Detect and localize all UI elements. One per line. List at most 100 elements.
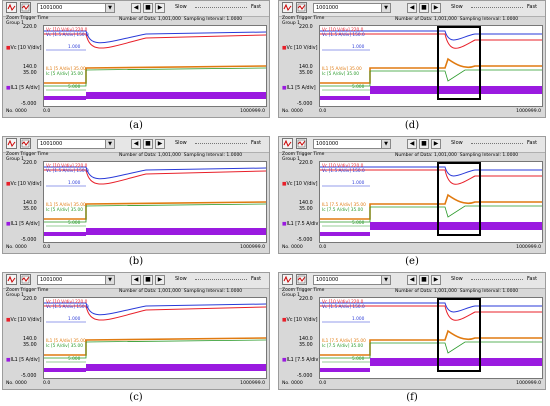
legend-top-mark: 1.000 <box>352 44 365 50</box>
data-count-select[interactable]: 1001000 ▼ <box>37 139 115 149</box>
group-label: Group 1 <box>282 21 300 26</box>
fast-label: Fast <box>527 276 538 282</box>
zoom-label[interactable]: Zoom <box>6 152 19 157</box>
step-forward-button[interactable]: ▶ <box>155 275 165 285</box>
x-axis: No. 0000 0.0 1000999.0 <box>279 380 545 389</box>
speed-slider[interactable] <box>195 143 247 146</box>
trigger-label[interactable]: Trigger <box>296 16 312 21</box>
step-back-button[interactable]: ◀ <box>131 139 141 149</box>
stop-button[interactable]: ■ <box>419 3 429 13</box>
stop-button[interactable]: ■ <box>419 275 429 285</box>
il-trace <box>320 193 542 220</box>
vc-axis-text: Vc [10 V/div] <box>286 318 318 323</box>
step-back-button[interactable]: ◀ <box>131 275 141 285</box>
chevron-down-icon[interactable]: ▼ <box>381 140 390 148</box>
step-forward-button[interactable]: ▶ <box>431 139 441 149</box>
data-count-select[interactable]: 1001000 ▼ <box>313 139 391 149</box>
legend-mid-2: Ic [5 A/div] 35.00 <box>322 71 359 77</box>
waveform-view-icon[interactable] <box>282 138 293 149</box>
legend-top-mark: 1.000 <box>68 316 81 322</box>
zoom-view-icon[interactable] <box>296 2 307 13</box>
data-count-select[interactable]: 1001000 ▼ <box>313 275 391 285</box>
chevron-down-icon[interactable]: ▼ <box>105 4 114 12</box>
waveform-plot[interactable]: Vc [10 V/div] 220.0 Vc [1.5 A/div] 150.0 1… <box>319 25 543 107</box>
trigger-label[interactable]: Trigger <box>20 16 36 21</box>
zoom-highlight-box <box>437 298 481 372</box>
vc-axis-text: Vc [10 V/div] <box>286 182 318 187</box>
y-top-label: 220.0 <box>23 25 37 30</box>
il-trace <box>320 329 542 356</box>
trigger-label[interactable]: Trigger <box>296 288 312 293</box>
toolbar: 1001000 ▼ ◀ ■ ▶ Slow Fast <box>3 273 269 289</box>
vc-axis-text: Vc [10 V/div] <box>286 46 318 51</box>
step-forward-button[interactable]: ▶ <box>431 3 441 13</box>
y-mid-lo-label: 35.00 <box>23 207 37 212</box>
sample-number: No. 0000 <box>6 381 27 386</box>
zoom-highlight-box <box>437 26 481 100</box>
zoom-view-icon[interactable] <box>20 274 31 285</box>
chevron-down-icon[interactable]: ▼ <box>381 276 390 284</box>
chevron-down-icon[interactable]: ▼ <box>105 140 114 148</box>
sample-number: No. 0000 <box>6 245 27 250</box>
waveform-plot[interactable]: Vc [10 V/div] 220.0 Vc [1.5 A/div] 150.0 1… <box>43 161 267 243</box>
zoom-view-icon[interactable] <box>20 138 31 149</box>
trigger-label[interactable]: Trigger <box>296 152 312 157</box>
x-start-tick: 0.0 <box>319 245 327 250</box>
trigger-label[interactable]: Trigger <box>20 288 36 293</box>
speed-slider[interactable] <box>471 7 523 10</box>
step-forward-button[interactable]: ▶ <box>431 275 441 285</box>
speed-slider[interactable] <box>471 143 523 146</box>
step-back-button[interactable]: ◀ <box>407 3 417 13</box>
step-forward-button[interactable]: ▶ <box>155 3 165 13</box>
waveform-view-icon[interactable] <box>6 274 17 285</box>
zoom-label[interactable]: Zoom <box>6 16 19 21</box>
sample-number: No. 0000 <box>282 245 303 250</box>
zoom-view-icon[interactable] <box>20 2 31 13</box>
zoom-view-icon[interactable] <box>296 138 307 149</box>
il-axis-label: ■IL1 [7.5 A/div] <box>282 358 321 363</box>
info-right: Number of Data: 1,001,000 Sampling Inter… <box>119 17 242 22</box>
step-forward-button[interactable]: ▶ <box>155 139 165 149</box>
legend-mid-mark: 5.000 <box>352 356 365 362</box>
ic-trace <box>44 166 266 180</box>
step-back-button[interactable]: ◀ <box>407 275 417 285</box>
ic-trace <box>320 302 542 313</box>
purple-band-pre <box>44 96 86 100</box>
data-count-select[interactable]: 1001000 ▼ <box>37 275 115 285</box>
waveform-plot[interactable]: Vc [10 V/div] 220.0 Vc [1.5 A/div] 150.0 1… <box>319 297 543 379</box>
speed-slider[interactable] <box>471 279 523 282</box>
legend-mid-1: IL1 [5 A/div] 35.00 <box>322 66 362 72</box>
waveform-view-icon[interactable] <box>6 138 17 149</box>
stop-button[interactable]: ■ <box>143 275 153 285</box>
waveform-plot[interactable]: Vc [10 V/div] 220.0 Vc [1.5 A/div] 150.0 1… <box>43 25 267 107</box>
waveform-plot[interactable]: Vc [10 V/div] 220.0 Vc [1.5 A/div] 150.0 1… <box>43 297 267 379</box>
waveform-view-icon[interactable] <box>282 2 293 13</box>
y-top-label: 220.0 <box>23 161 37 166</box>
zoom-label[interactable]: Zoom <box>282 288 295 293</box>
zoom-view-icon[interactable] <box>296 274 307 285</box>
legend-mid-mark: 5.000 <box>68 220 81 226</box>
step-back-button[interactable]: ◀ <box>131 3 141 13</box>
speed-slider[interactable] <box>195 279 247 282</box>
zoom-label[interactable]: Zoom <box>282 152 295 157</box>
data-count-select[interactable]: 1001000 ▼ <box>37 3 115 13</box>
zoom-label[interactable]: Zoom <box>6 288 19 293</box>
data-count-select[interactable]: 1001000 ▼ <box>313 3 391 13</box>
stop-button[interactable]: ■ <box>143 3 153 13</box>
chevron-down-icon[interactable]: ▼ <box>105 276 114 284</box>
chevron-down-icon[interactable]: ▼ <box>381 4 390 12</box>
stop-button[interactable]: ■ <box>143 139 153 149</box>
waveform-svg: Vc [10 V/div] 220.0Vc [1.5 A/div] 150.0 1… <box>320 298 542 372</box>
zoom-label[interactable]: Zoom <box>282 16 295 21</box>
info-left: Zoom Trigger Time Group 1 <box>282 16 324 26</box>
sampling-interval: Sampling Interval: 1.0000 <box>459 289 519 294</box>
time-label: Time <box>313 288 325 293</box>
y-bottom-label: -5.000 <box>297 102 313 107</box>
step-back-button[interactable]: ◀ <box>407 139 417 149</box>
stop-button[interactable]: ■ <box>419 139 429 149</box>
waveform-plot[interactable]: Vc [10 V/div] 220.0 Vc [1.5 A/div] 150.0 1… <box>319 161 543 243</box>
waveform-view-icon[interactable] <box>6 2 17 13</box>
speed-slider[interactable] <box>195 7 247 10</box>
waveform-view-icon[interactable] <box>282 274 293 285</box>
trigger-label[interactable]: Trigger <box>20 152 36 157</box>
